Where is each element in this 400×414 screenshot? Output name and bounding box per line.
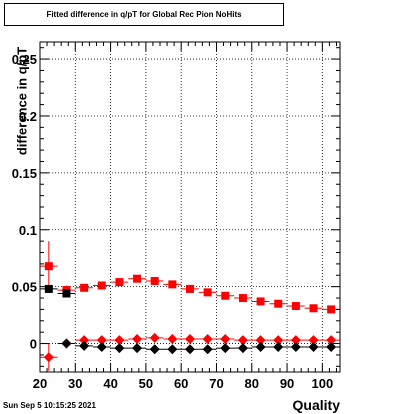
data-point-square <box>291 302 300 310</box>
data-point-square <box>44 284 53 293</box>
data-point-diamond <box>308 335 319 346</box>
data-point-diamond <box>326 335 337 346</box>
y-tick-label: 0.1 <box>19 223 37 238</box>
x-tick-label: 50 <box>139 376 153 391</box>
data-point-square <box>203 288 212 297</box>
data-point-square <box>327 305 336 314</box>
data-point-square <box>221 291 230 300</box>
data-point-square <box>238 294 247 303</box>
data-point-diamond <box>273 341 284 352</box>
y-tick-label: 0.2 <box>19 109 37 124</box>
data-point-square <box>44 262 53 271</box>
data-point-diamond <box>96 335 107 346</box>
data-point-diamond <box>43 352 54 363</box>
data-point-diamond <box>237 343 248 354</box>
data-point-diamond <box>61 338 72 349</box>
x-tick-label: 90 <box>280 376 294 391</box>
x-tick-label: 20 <box>33 376 47 391</box>
data-point-square <box>309 304 318 313</box>
data-point-diamond <box>185 334 195 344</box>
y-tick-label: 0.25 <box>12 52 37 67</box>
data-point-square <box>150 276 159 285</box>
series-3 <box>57 338 340 355</box>
data-point-square <box>115 278 124 287</box>
timestamp: Sun Sep 5 10:15:25 2021 <box>3 401 96 410</box>
data-point-diamond <box>79 340 90 351</box>
data-point-diamond <box>132 334 143 344</box>
data-point-diamond <box>326 341 337 352</box>
y-tick-label: 0.15 <box>12 166 37 181</box>
data-point-square <box>168 280 177 289</box>
data-point-square <box>256 297 265 306</box>
data-point-diamond <box>202 334 213 344</box>
data-point-diamond <box>308 341 319 352</box>
data-point-square <box>274 299 283 308</box>
data-point-diamond <box>114 335 125 346</box>
plot-area <box>40 42 340 372</box>
data-point-diamond <box>167 334 178 344</box>
data-point-diamond <box>167 344 178 355</box>
axis-ticks <box>39 42 340 372</box>
chart-title: Fitted difference in q/pT for Global Rec… <box>46 10 242 19</box>
data-point-diamond <box>185 344 195 355</box>
x-tick-label: 40 <box>103 376 117 391</box>
data-point-diamond <box>255 335 266 346</box>
data-point-diamond <box>96 341 107 352</box>
data-point-diamond <box>237 335 248 346</box>
data-point-diamond <box>132 343 143 354</box>
x-tick-label: 60 <box>174 376 188 391</box>
data-point-square <box>133 274 142 283</box>
data-point-square <box>80 283 89 292</box>
data-point-diamond <box>202 344 213 355</box>
data-point-diamond <box>220 343 231 354</box>
y-tick-label: 0.05 <box>12 280 37 295</box>
x-axis-title: Quality <box>292 397 340 413</box>
data-point-diamond <box>149 332 160 343</box>
x-tick-label: 80 <box>245 376 259 391</box>
data-point-diamond <box>114 343 125 354</box>
x-tick-label: 70 <box>209 376 223 391</box>
x-tick-label: 100 <box>312 376 334 391</box>
data-point-square <box>62 289 71 298</box>
y-tick-label: 0 <box>30 337 37 352</box>
data-point-diamond <box>273 335 284 346</box>
title-box: Fitted difference in q/pT for Global Rec… <box>4 3 284 26</box>
tick-labels: 20 30 40 50 60 70 80 90 100 0 0.05 0.1 0.15 0.2 0.25 <box>12 52 334 391</box>
series-1 <box>40 284 76 298</box>
data-series <box>40 241 340 371</box>
data-point-diamond <box>220 334 231 344</box>
data-point-square <box>97 281 106 290</box>
data-point-diamond <box>290 341 301 352</box>
y-axis-title: difference in q/pT <box>14 46 30 156</box>
series-0 <box>40 241 340 314</box>
data-point-diamond <box>290 335 301 346</box>
data-point-square <box>186 284 194 293</box>
data-point-diamond <box>255 341 266 352</box>
data-point-diamond <box>79 335 90 346</box>
data-point-diamond <box>149 344 160 355</box>
x-tick-label: 30 <box>68 376 82 391</box>
